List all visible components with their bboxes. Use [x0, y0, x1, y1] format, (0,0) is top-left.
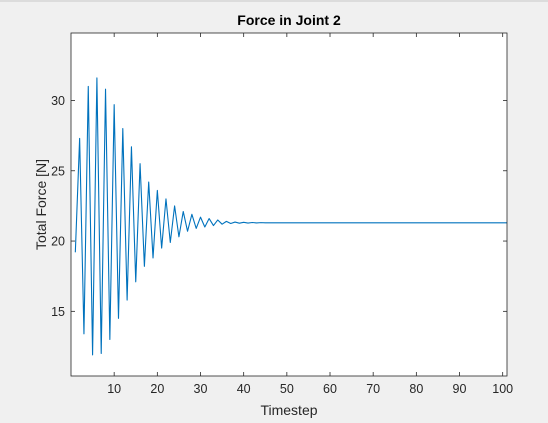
x-tick-label-40: 40	[237, 382, 251, 396]
x-tick-label-100: 100	[492, 382, 513, 396]
y-tick-label-25: 25	[51, 164, 65, 178]
x-axis-label: Timestep	[260, 402, 317, 418]
x-tick-label-80: 80	[409, 382, 423, 396]
x-tick-label-30: 30	[194, 382, 208, 396]
axes-layer: 10 20 30 40 50 60 70 80 90 100 15 20 25 30	[51, 32, 513, 396]
axes-box	[70, 32, 508, 377]
y-axis-label: Total Force [N]	[33, 159, 49, 250]
x-tick-label-90: 90	[453, 382, 467, 396]
x-tick-label-10: 10	[107, 382, 121, 396]
data-layer	[74, 77, 507, 356]
chart-title: Force in Joint 2	[237, 12, 341, 28]
window-top-border	[0, 0, 548, 2]
plot-area	[71, 33, 507, 376]
x-tick-label-70: 70	[366, 382, 380, 396]
x-tick-label-20: 20	[150, 382, 164, 396]
x-tick-label-60: 60	[323, 382, 337, 396]
series-line-0	[74, 77, 507, 356]
y-tick-label-15: 15	[51, 305, 65, 319]
x-tick-label-50: 50	[280, 382, 294, 396]
y-tick-label-20: 20	[51, 235, 65, 249]
y-tick-label-30: 30	[51, 94, 65, 108]
